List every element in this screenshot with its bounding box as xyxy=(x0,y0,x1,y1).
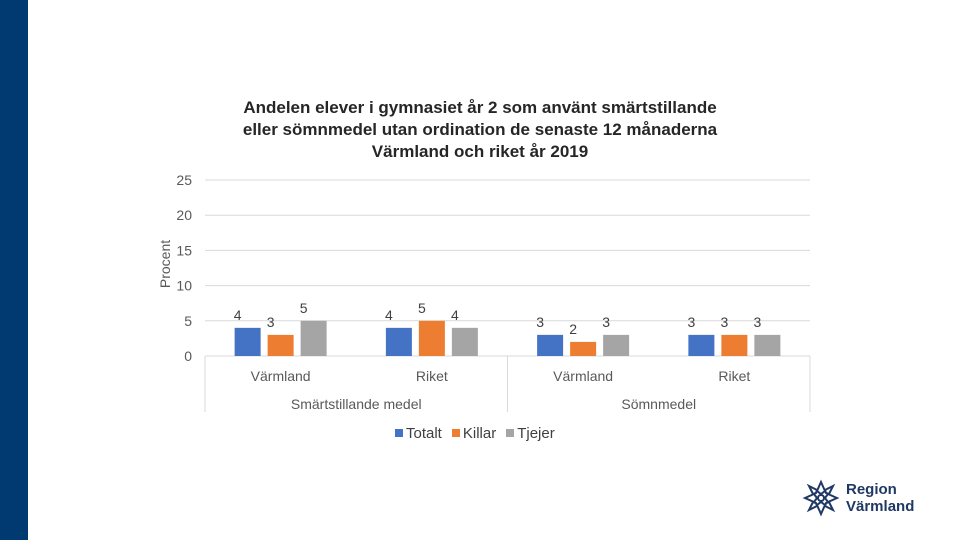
chart-legend: Totalt Killar Tjejer xyxy=(395,424,555,442)
bar-totalt-0 xyxy=(234,327,261,356)
legend-label-killar: Killar xyxy=(462,424,497,442)
data-label-killar-3: 3 xyxy=(720,314,728,330)
bar-tjejer-1 xyxy=(451,327,478,356)
bar-totalt-1 xyxy=(385,327,412,356)
data-label-totalt-1: 4 xyxy=(385,307,393,323)
bar-totalt-3 xyxy=(688,334,715,356)
region-varmland-logo: Region Värmland xyxy=(802,478,942,518)
data-label-killar-2: 2 xyxy=(569,321,577,337)
bar-tjejer-2 xyxy=(603,334,630,356)
chart-title: Andelen elever i gymnasiet år 2 som anvä… xyxy=(180,97,780,163)
bar-killar-1 xyxy=(418,320,445,356)
y-tick-label-10: 10 xyxy=(176,278,192,294)
star-flower-icon xyxy=(802,479,840,517)
legend-label-totalt: Totalt xyxy=(406,424,442,442)
chart-title-line-3: Värmland och riket år 2019 xyxy=(371,142,589,161)
data-label-totalt-2: 3 xyxy=(536,314,544,330)
data-label-totalt-3: 3 xyxy=(687,314,695,330)
logo-text-varmland: Värmland xyxy=(846,498,915,515)
group-label-0: Smärtstillande medel xyxy=(291,396,422,412)
legend-item-tjejer: Tjejer xyxy=(506,425,555,442)
data-label-tjejer-3: 3 xyxy=(753,314,761,330)
legend-swatch-tjejer xyxy=(506,429,515,437)
data-label-killar-1: 5 xyxy=(418,300,426,316)
y-tick-label-25: 25 xyxy=(176,172,192,188)
bar-tjejer-0 xyxy=(300,320,327,356)
category-label-3: Riket xyxy=(718,368,750,384)
bar-tjejer-3 xyxy=(754,334,781,356)
bar-killar-3 xyxy=(721,334,748,356)
legend-label-tjejer: Tjejer xyxy=(517,424,555,442)
chart-title-line-1: Andelen elever i gymnasiet år 2 som anvä… xyxy=(243,98,717,117)
group-label-1: Sömnmedel xyxy=(621,396,696,412)
legend-swatch-killar xyxy=(451,429,460,437)
data-label-tjejer-2: 3 xyxy=(602,314,610,330)
category-label-2: Värmland xyxy=(553,368,613,384)
y-tick-label-15: 15 xyxy=(176,242,192,258)
legend-swatch-totalt xyxy=(395,429,403,437)
data-label-tjejer-1: 4 xyxy=(451,307,459,323)
y-tick-label-20: 20 xyxy=(176,207,192,223)
category-label-0: Värmland xyxy=(251,368,311,384)
bar-killar-2 xyxy=(570,341,597,356)
data-label-tjejer-0: 5 xyxy=(300,300,308,316)
data-label-killar-0: 3 xyxy=(267,314,275,330)
bar-killar-0 xyxy=(267,334,294,356)
legend-item-totalt: Totalt xyxy=(395,425,442,442)
legend-item-killar: Killar xyxy=(451,424,497,442)
bar-totalt-2 xyxy=(537,334,564,356)
y-tick-label-0: 0 xyxy=(184,348,192,364)
chart-title-line-2: eller sömnmedel utan ordination de senas… xyxy=(242,120,718,139)
data-label-totalt-0: 4 xyxy=(234,307,242,323)
logo-text-region: Region xyxy=(846,481,897,498)
category-label-1: Riket xyxy=(416,368,448,384)
y-tick-label-5: 5 xyxy=(184,313,192,329)
brand-side-bar xyxy=(0,0,28,540)
y-axis-label: Procent xyxy=(157,240,173,288)
